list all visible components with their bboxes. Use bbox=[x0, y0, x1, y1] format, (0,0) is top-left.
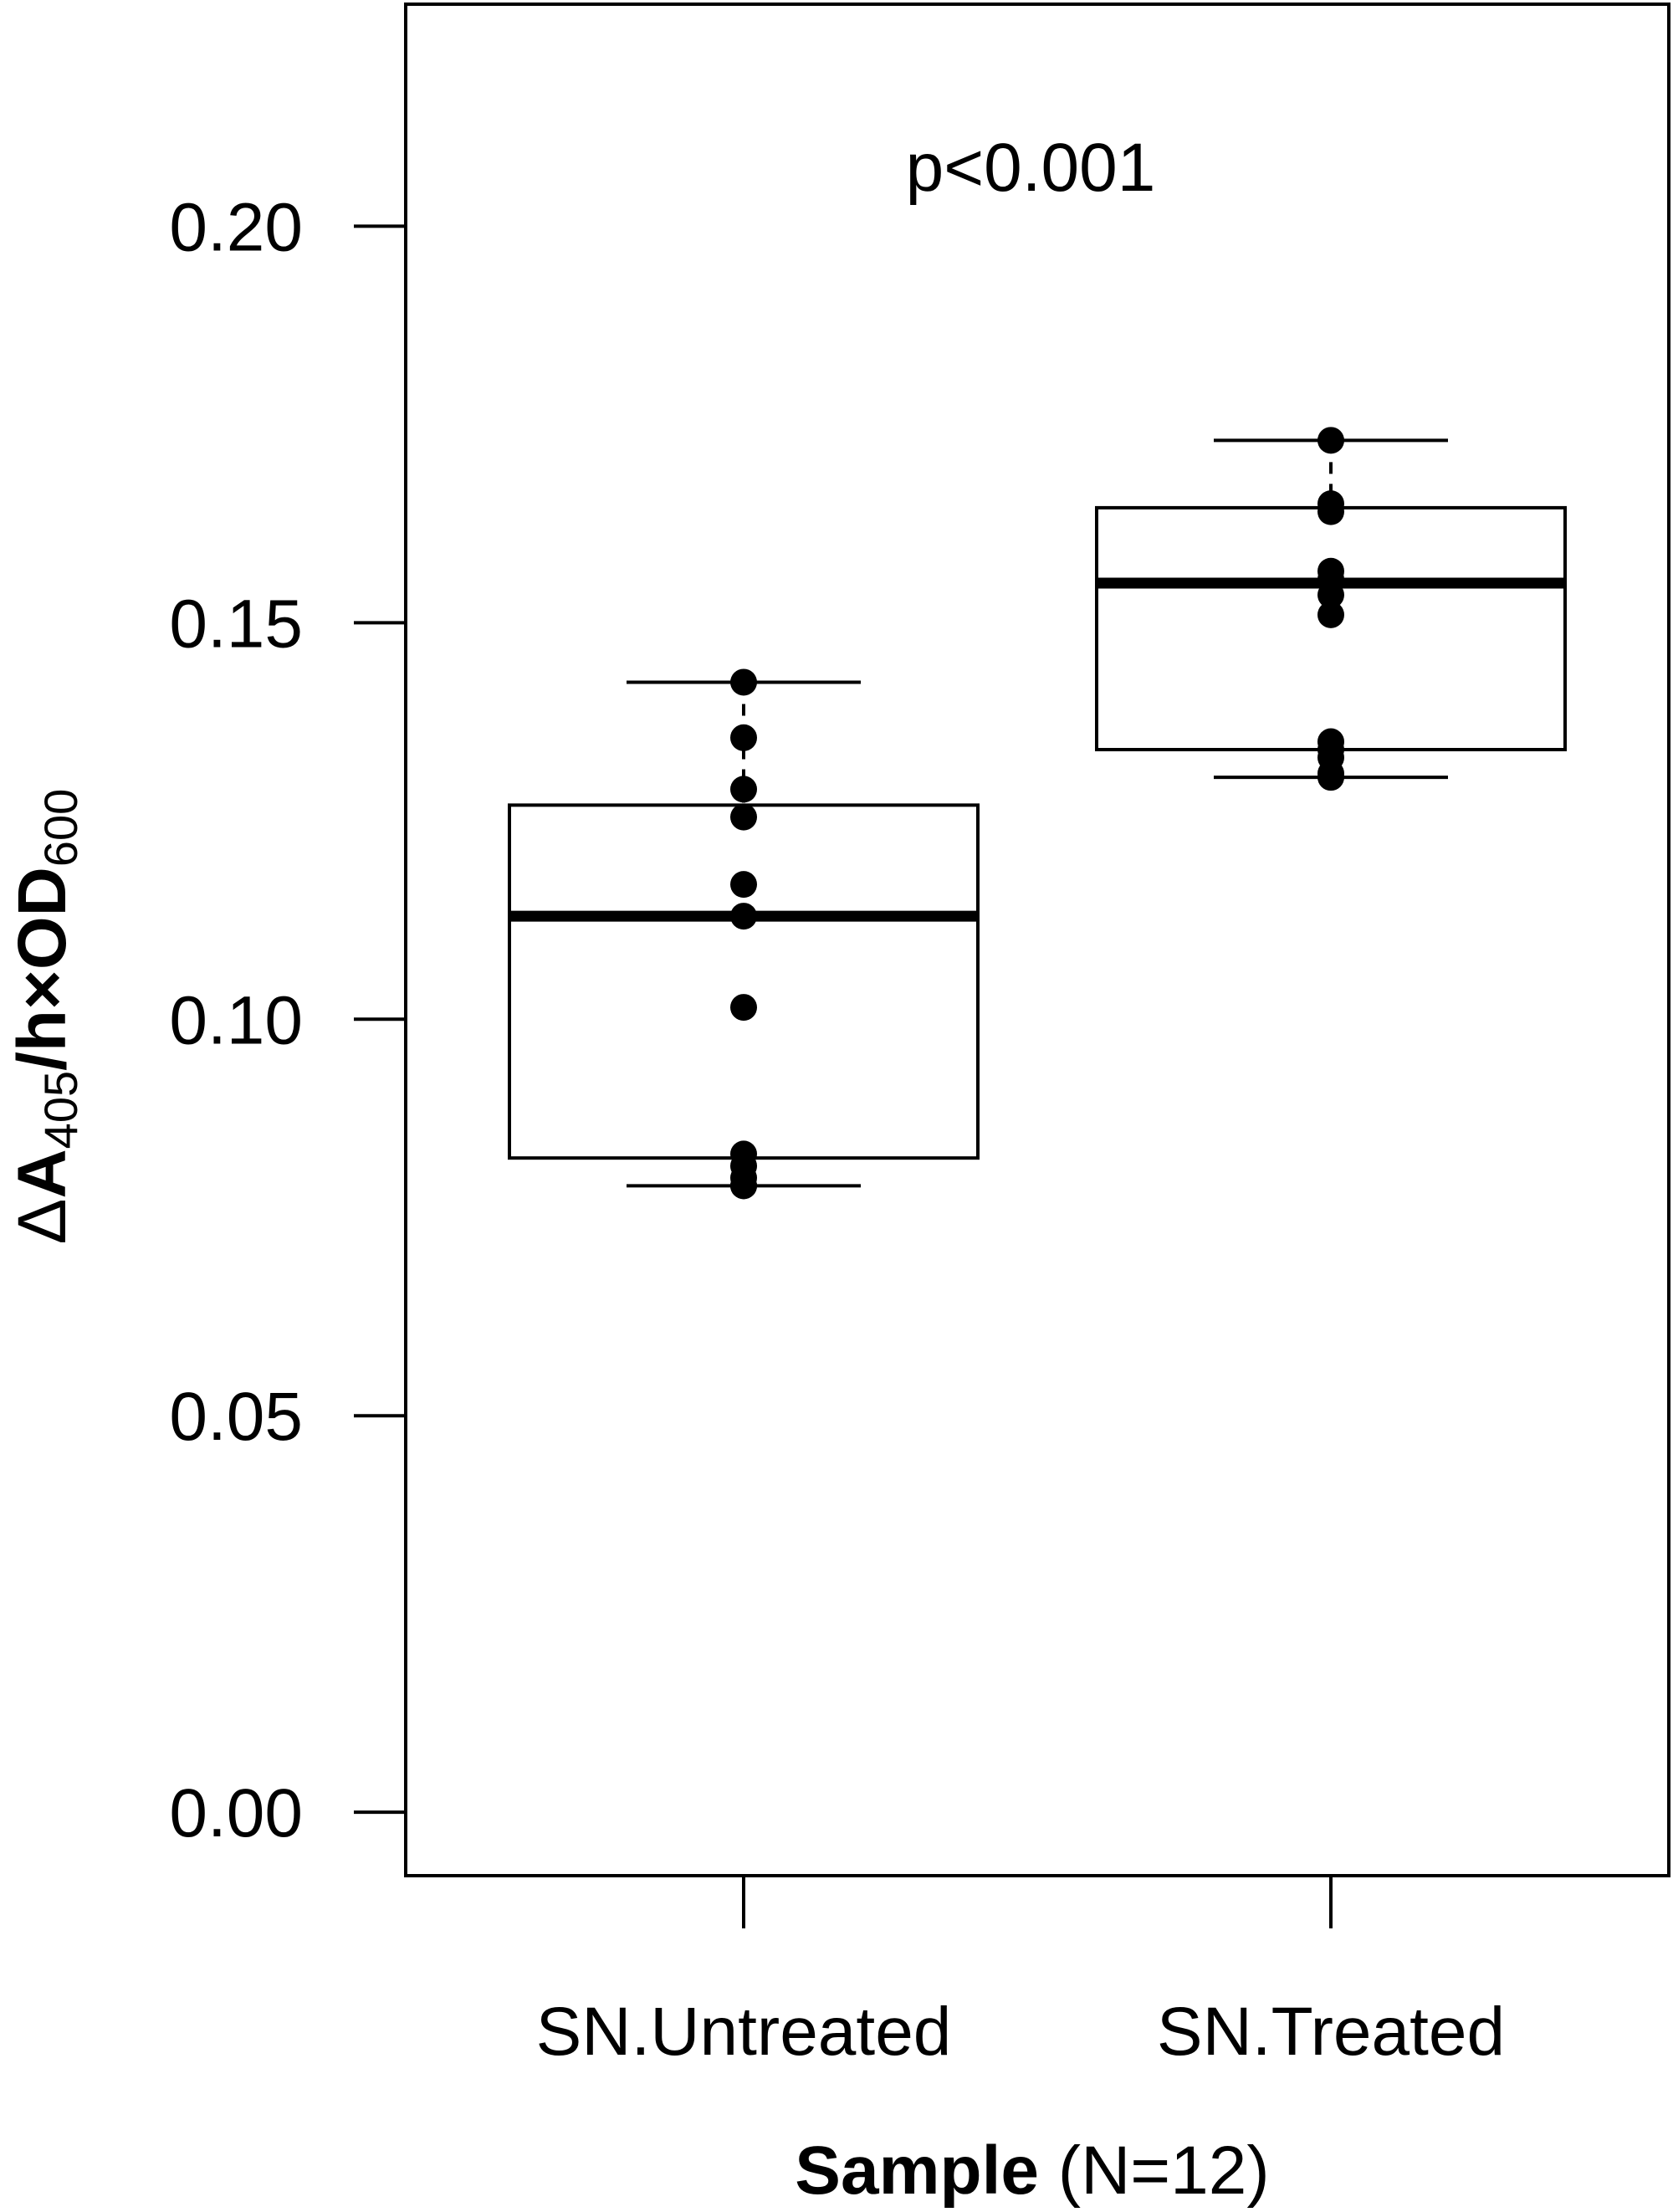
x-axis: SN.Untreated SN.Treated bbox=[536, 1876, 1505, 2070]
x-tick-label: SN.Treated bbox=[1157, 1994, 1505, 2070]
boxes-layer bbox=[508, 438, 1567, 1188]
y-tick-label: 0.15 bbox=[169, 586, 303, 662]
y-tick-label: 0.10 bbox=[169, 982, 303, 1058]
y-axis-title-sub1: 405 bbox=[34, 1071, 87, 1149]
iqr-box bbox=[1095, 505, 1567, 752]
points-layer bbox=[730, 427, 1344, 1200]
y-axis-title-mid: /h×OD bbox=[4, 867, 80, 1071]
data-point bbox=[730, 994, 757, 1022]
data-point bbox=[730, 724, 757, 751]
y-axis-title-prefix: Δ bbox=[4, 1199, 80, 1245]
plot-frame bbox=[404, 3, 1670, 1877]
x-axis-title-rest: (N=12) bbox=[1039, 2133, 1270, 2209]
p-value-annotation: p<0.001 bbox=[906, 130, 1156, 206]
x-tick-label: SN.Untreated bbox=[536, 1994, 952, 2070]
x-axis-title-bold: Sample bbox=[795, 2133, 1039, 2209]
data-point bbox=[730, 1172, 757, 1200]
y-tick-label: 0.20 bbox=[169, 189, 303, 265]
data-point bbox=[730, 668, 757, 696]
y-axis-title: ΔA405/h×OD600 bbox=[4, 789, 87, 1245]
y-tick-label: 0.00 bbox=[169, 1775, 303, 1851]
data-point bbox=[1317, 498, 1344, 525]
data-point bbox=[1317, 581, 1344, 609]
y-axis-title-sub2: 600 bbox=[34, 789, 87, 867]
data-point bbox=[730, 803, 757, 831]
x-axis-title: Sample (N=12) bbox=[795, 2133, 1269, 2209]
data-point bbox=[730, 871, 757, 899]
y-tick-label: 0.05 bbox=[169, 1379, 303, 1455]
data-point bbox=[730, 903, 757, 930]
iqr-box bbox=[508, 803, 980, 1160]
y-axis: 0.00 0.05 0.10 0.15 0.20 bbox=[169, 189, 406, 1851]
data-point bbox=[1317, 764, 1344, 791]
y-axis-title-main: A bbox=[4, 1149, 80, 1198]
data-point bbox=[1317, 427, 1344, 454]
data-point bbox=[1317, 601, 1344, 628]
data-point bbox=[730, 776, 757, 803]
